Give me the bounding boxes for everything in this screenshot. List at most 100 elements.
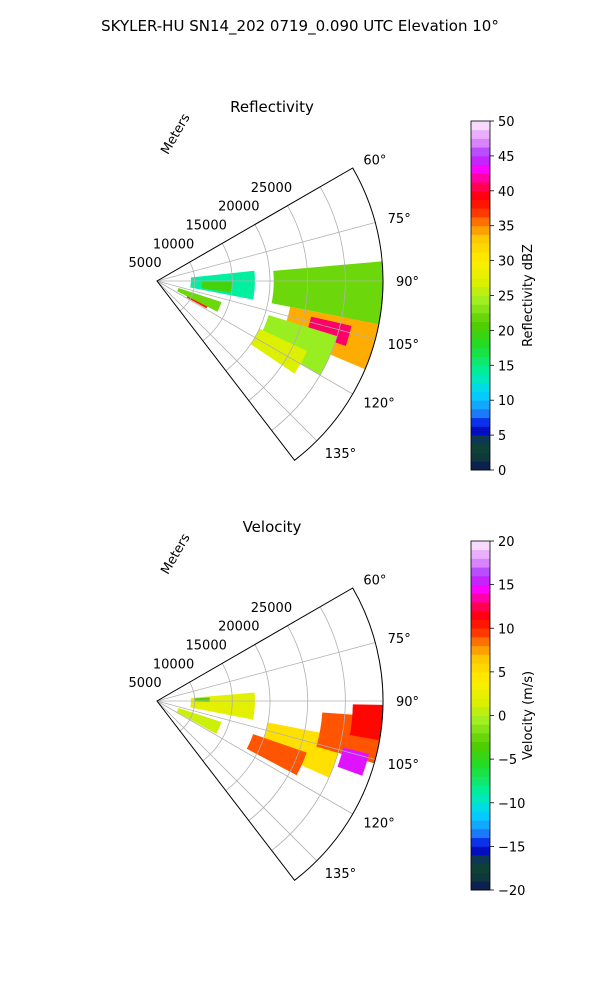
- reflectivity-r-grid-1: [202, 243, 233, 342]
- velocity-colorbar-band-15: [471, 750, 490, 760]
- velocity-colorbar-band-4: [471, 846, 490, 856]
- velocity-colorbar-band-16: [471, 741, 490, 751]
- velocity-colorbar-band-32: [471, 602, 490, 612]
- velocity-r-grid-3: [248, 625, 309, 821]
- reflectivity-colorbar-tick-10: 50: [498, 115, 515, 130]
- reflectivity-colorbar-band-29: [471, 208, 490, 218]
- velocity-echo-1: [176, 707, 222, 734]
- reflectivity-title: Reflectivity: [230, 98, 314, 116]
- velocity-colorbar-band-7: [471, 820, 490, 830]
- velocity-echo-4: [349, 704, 383, 741]
- reflectivity-colorbar-band-36: [471, 147, 490, 157]
- velocity-colorbar-label: Velocity (m/s): [521, 671, 536, 760]
- velocity-colorbar-band-10: [471, 794, 490, 804]
- reflectivity-colorbar-band-17: [471, 312, 490, 323]
- reflectivity-theta-grid-4: [156, 280, 353, 395]
- reflectivity-colorbar-tick-0: 0: [498, 464, 506, 479]
- velocity-theta-grid-5: [156, 700, 318, 862]
- reflectivity-colorbar-band-31: [471, 190, 490, 200]
- velocity-colorbar-band-23: [471, 680, 490, 690]
- reflectivity-colorbar-band-21: [471, 278, 490, 288]
- velocity-colorbar-tick-8: 20: [498, 535, 515, 550]
- reflectivity-colorbar-tick-3: 15: [498, 359, 515, 374]
- velocity-colorbar-band-3: [471, 855, 490, 865]
- reflectivity-colorbar-band-18: [471, 304, 490, 314]
- velocity-colorbar-band-37: [471, 558, 490, 568]
- velocity-colorbar-band-5: [471, 837, 490, 847]
- reflectivity-colorbar-tick-2: 10: [498, 394, 515, 409]
- reflectivity-colorbar-label: Reflectivity dBZ: [521, 244, 536, 347]
- reflectivity-colorbar-band-16: [471, 321, 490, 331]
- reflectivity-panel: Reflectivity60°75°90°105°120°135°5000100…: [129, 98, 536, 479]
- velocity-theta-tick-2: 90°: [396, 695, 419, 710]
- reflectivity-r-grid-0: [179, 261, 196, 312]
- reflectivity-theta-tick-1: 75°: [388, 212, 411, 227]
- reflectivity-colorbar-band-13: [471, 347, 490, 357]
- velocity-r-tick-1: 10000: [153, 657, 194, 672]
- velocity-theta-tick-1: 75°: [388, 632, 411, 647]
- velocity-colorbar-band-13: [471, 767, 490, 777]
- reflectivity-r-tick-2: 15000: [186, 219, 227, 234]
- reflectivity-theta-grid-1: [156, 222, 376, 282]
- reflectivity-colorbar-band-32: [471, 182, 490, 192]
- velocity-sector-frame: [156, 587, 384, 881]
- reflectivity-colorbar-band-14: [471, 339, 490, 349]
- reflectivity-theta-tick-4: 120°: [363, 396, 394, 411]
- velocity-theta-tick-5: 135°: [325, 867, 356, 882]
- reflectivity-colorbar-tick-6: 30: [498, 255, 515, 270]
- velocity-colorbar-band-1: [471, 872, 490, 882]
- reflectivity-colorbar-tick-4: 20: [498, 324, 515, 339]
- velocity-colorbar-tick-1: −15: [498, 840, 525, 855]
- velocity-colorbar-band-25: [471, 663, 490, 673]
- reflectivity-colorbar-band-1: [471, 452, 490, 462]
- reflectivity-r-grid-2: [225, 224, 271, 371]
- velocity-r-grid-4: [271, 606, 346, 851]
- reflectivity-theta-tick-5: 135°: [325, 447, 356, 462]
- reflectivity-theta-grid-5: [156, 280, 318, 442]
- velocity-colorbar-band-36: [471, 567, 490, 577]
- velocity-colorbar-band-27: [471, 645, 490, 655]
- velocity-r-grid-0: [179, 681, 196, 732]
- reflectivity-colorbar-band-11: [471, 365, 490, 375]
- reflectivity-r-tick-3: 20000: [218, 200, 259, 215]
- reflectivity-colorbar-band-39: [471, 121, 490, 131]
- reflectivity-colorbar-band-9: [471, 382, 490, 392]
- velocity-colorbar-band-39: [471, 541, 490, 551]
- reflectivity-colorbar-band-8: [471, 391, 490, 401]
- velocity-colorbar-tick-7: 15: [498, 579, 515, 594]
- reflectivity-echo-8: [177, 287, 222, 312]
- velocity-theta-tick-3: 105°: [388, 758, 419, 773]
- velocity-colorbar-band-30: [471, 619, 490, 629]
- velocity-r-grid-1: [202, 663, 233, 762]
- reflectivity-colorbar-band-35: [471, 155, 490, 166]
- reflectivity-colorbar-band-4: [471, 426, 490, 436]
- velocity-title: Velocity: [243, 518, 302, 536]
- velocity-colorbar-band-6: [471, 828, 490, 839]
- velocity-colorbar-band-0: [471, 881, 490, 891]
- reflectivity-colorbar-band-28: [471, 216, 490, 227]
- velocity-colorbar-tick-6: 10: [498, 622, 515, 637]
- velocity-colorbar-band-29: [471, 628, 490, 638]
- reflectivity-colorbar-band-30: [471, 199, 490, 209]
- reflectivity-r-tick-0: 5000: [129, 256, 162, 271]
- velocity-r-tick-3: 20000: [218, 620, 259, 635]
- reflectivity-r-tick-4: 25000: [251, 181, 292, 196]
- velocity-colorbar-band-31: [471, 610, 490, 620]
- reflectivity-r-grid-3: [248, 205, 309, 401]
- velocity-colorbar-band-22: [471, 689, 490, 699]
- velocity-colorbar-band-21: [471, 698, 490, 708]
- velocity-colorbar-band-19: [471, 715, 490, 725]
- reflectivity-colorbar-band-5: [471, 417, 490, 427]
- velocity-colorbar-band-26: [471, 654, 490, 664]
- reflectivity-colorbar-tick-9: 45: [498, 150, 515, 165]
- reflectivity-colorbar-band-6: [471, 408, 490, 419]
- reflectivity-colorbar-band-25: [471, 243, 490, 253]
- velocity-r-tick-0: 5000: [129, 676, 162, 691]
- reflectivity-colorbar-tick-8: 40: [498, 185, 515, 200]
- velocity-colorbar-tick-4: 0: [498, 710, 506, 725]
- reflectivity-colorbar-band-23: [471, 260, 490, 270]
- reflectivity-colorbar-band-34: [471, 164, 490, 174]
- reflectivity-theta-grid-3: [156, 280, 376, 340]
- reflectivity-colorbar-band-15: [471, 330, 490, 340]
- reflectivity-r-grid-4: [271, 186, 346, 431]
